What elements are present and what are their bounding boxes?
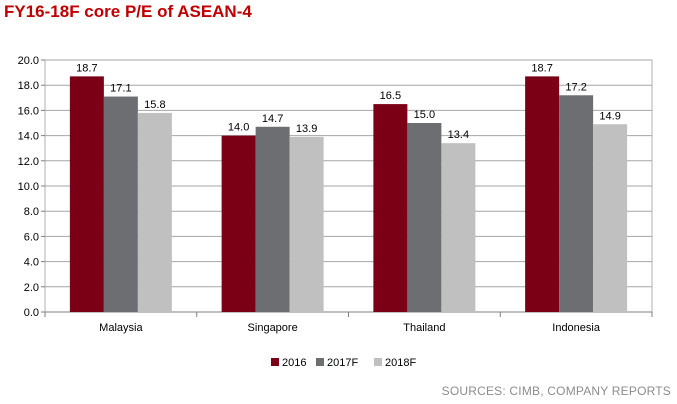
- bar-2017f-thailand: [407, 123, 442, 312]
- bar-2018f-singapore: [289, 136, 324, 312]
- data-label: 14.9: [599, 110, 620, 122]
- legend-label-2018f: 2018F: [385, 357, 416, 369]
- data-label: 18.7: [531, 62, 552, 74]
- bar-2016-malaysia: [69, 76, 104, 312]
- data-label: 17.1: [110, 83, 131, 95]
- legend-label-2017f: 2017F: [327, 357, 358, 369]
- y-tick-label: 20.0: [18, 55, 39, 67]
- data-label: 13.4: [448, 129, 469, 141]
- data-label: 15.8: [144, 99, 165, 111]
- y-tick-label: 6.0: [24, 231, 39, 243]
- bar-2018f-thailand: [441, 143, 476, 312]
- data-label: 13.9: [296, 123, 317, 135]
- y-tick-label: 2.0: [24, 282, 39, 294]
- y-tick-label: 12.0: [18, 156, 39, 168]
- data-label: 15.0: [414, 109, 435, 121]
- chart-title: FY16-18F core P/E of ASEAN-4: [4, 2, 252, 21]
- bar-2018f-malaysia: [137, 112, 172, 312]
- legend-label-2016: 2016: [282, 357, 306, 369]
- data-label: 18.7: [76, 62, 97, 74]
- bar-2017f-malaysia: [103, 96, 138, 312]
- data-label: 17.2: [565, 81, 586, 93]
- category-label-thailand: Thailand: [403, 322, 445, 334]
- bar-2017f-singapore: [255, 126, 290, 312]
- y-tick-label: 18.0: [18, 80, 39, 92]
- data-label: 16.5: [380, 90, 401, 102]
- y-tick-label: 14.0: [18, 131, 39, 143]
- data-label: 14.0: [228, 122, 249, 134]
- y-tick-label: 10.0: [18, 181, 39, 193]
- y-tick-label: 4.0: [24, 257, 39, 269]
- category-label-singapore: Singapore: [248, 322, 298, 334]
- legend-swatch-2017f: [316, 358, 324, 366]
- category-label-malaysia: Malaysia: [99, 322, 143, 334]
- y-tick-label: 8.0: [24, 206, 39, 218]
- bar-2016-thailand: [373, 104, 408, 312]
- bar-2017f-indonesia: [559, 95, 594, 312]
- category-label-indonesia: Indonesia: [552, 322, 601, 334]
- legend-swatch-2018f: [374, 358, 382, 366]
- bar-2016-indonesia: [525, 76, 560, 312]
- bar-2018f-indonesia: [593, 124, 628, 312]
- y-tick-label: 0.0: [24, 307, 39, 319]
- y-tick-label: 16.0: [18, 105, 39, 117]
- legend-swatch-2016: [271, 358, 279, 366]
- data-label: 14.7: [262, 113, 283, 125]
- source-note: SOURCES: CIMB, COMPANY REPORTS: [441, 384, 671, 398]
- bar-2016-singapore: [221, 135, 256, 312]
